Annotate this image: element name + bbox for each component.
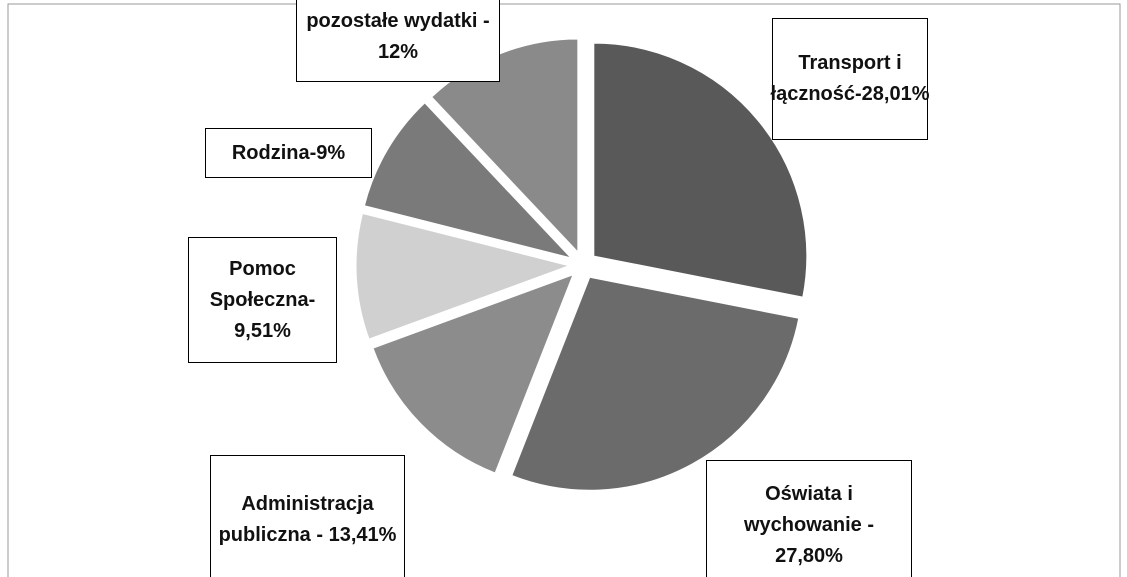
data-label: Rodzina-9%: [205, 128, 372, 178]
pie-slice: [511, 276, 800, 491]
data-label: Oświata i wychowanie - 27,80%: [706, 460, 912, 577]
data-label: Administracja publiczna - 13,41%: [210, 455, 405, 577]
pie-slice: [363, 102, 573, 259]
pie-slice: [593, 42, 808, 298]
frame: [7, 3, 1121, 577]
pie-slice: [372, 273, 574, 474]
data-label: Transport i łączność-28,01%: [771, 18, 930, 140]
data-label: Pomoc Społeczna-9,51%: [188, 237, 337, 363]
data-label: pozostałe wydatki - 12%: [296, 0, 500, 82]
pie-slice: [355, 212, 571, 340]
